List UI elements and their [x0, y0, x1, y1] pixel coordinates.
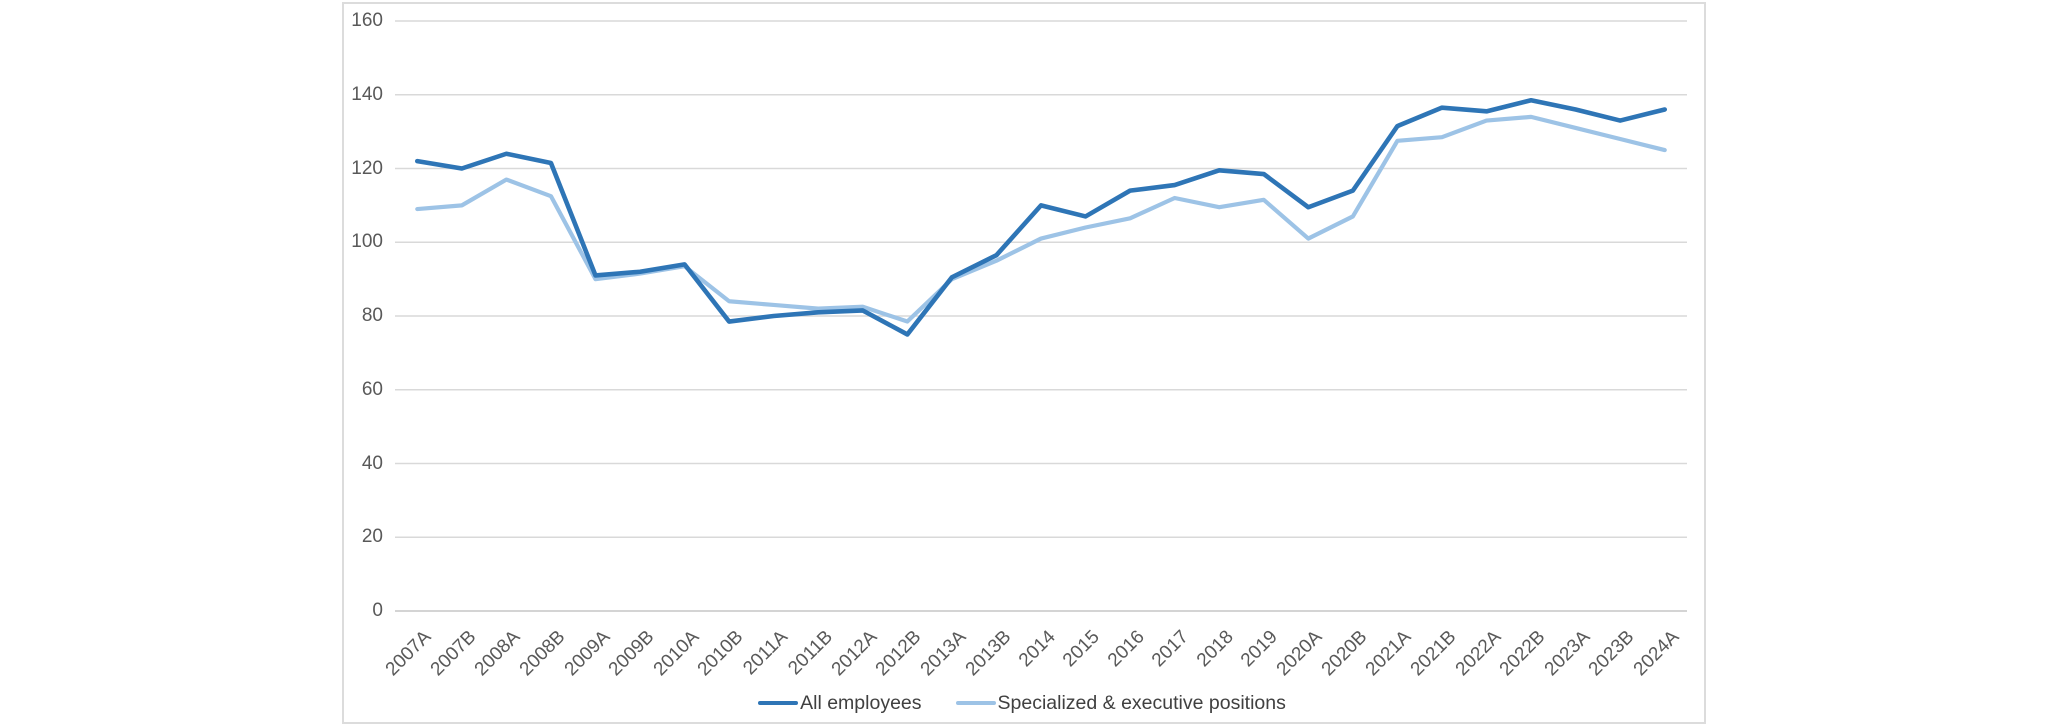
legend-label: All employees	[800, 692, 922, 714]
y-tick-label-40: 40	[361, 452, 383, 474]
legend-line-swatch	[758, 700, 799, 706]
legend-line-swatch	[955, 700, 996, 706]
y-tick-label-60: 60	[361, 378, 383, 400]
legend-item-specialized-executive-positions: Specialized & executive positions	[955, 692, 1286, 714]
y-tick-label-80: 80	[361, 305, 383, 326]
y-tick-label-100: 100	[351, 231, 383, 253]
legend-label: Specialized & executive positions	[997, 692, 1286, 714]
legend: All employees Specialized & executive pos…	[342, 692, 1702, 714]
y-tick-label-0: 0	[372, 600, 383, 621]
legend-item-all-employees: All employees	[758, 692, 922, 714]
series-line-all-employees	[414, 97, 1668, 337]
y-tick-label-120: 120	[351, 157, 383, 179]
series-line-specialized-executive-positions	[415, 114, 1667, 324]
y-tick-label-20: 20	[361, 526, 383, 548]
y-tick-label-140: 140	[351, 83, 383, 105]
y-tick-label-160: 160	[351, 10, 383, 31]
